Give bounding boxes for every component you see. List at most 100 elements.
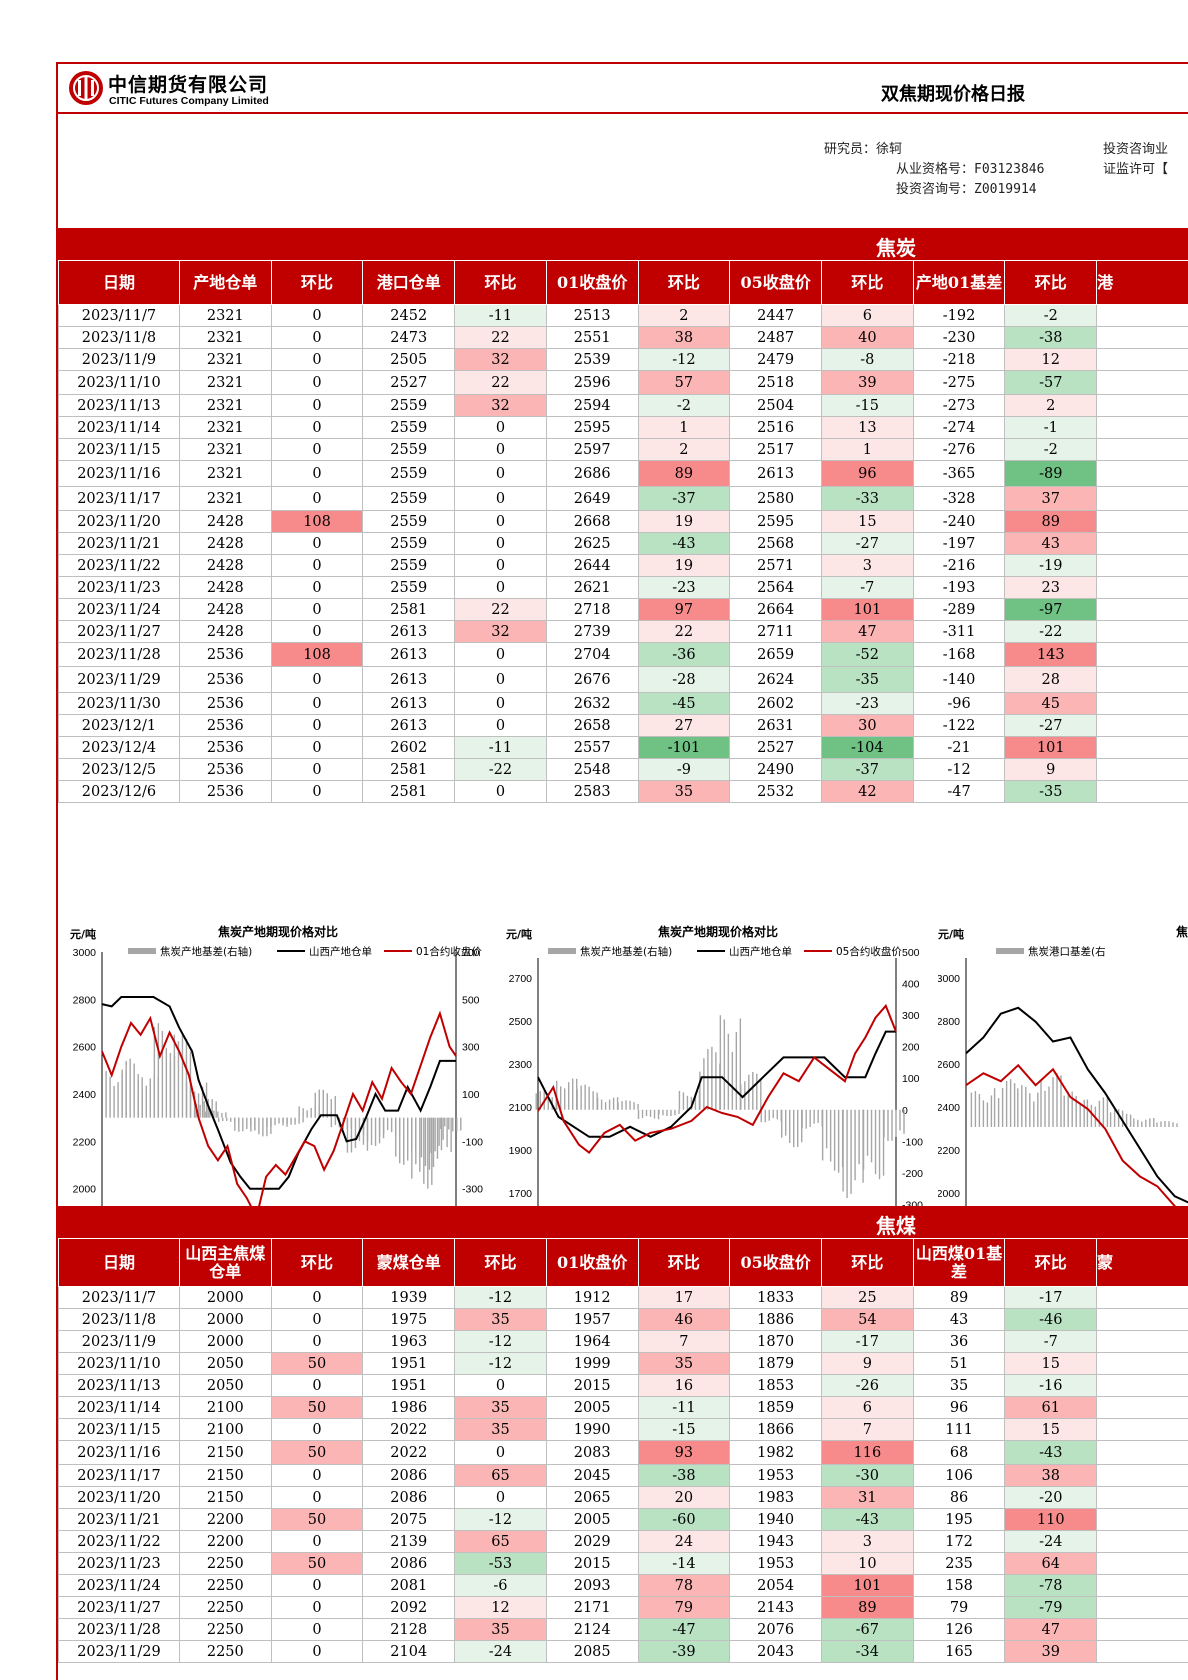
value-cell: 0 [454, 642, 547, 667]
value-cell: 108 [270, 510, 364, 533]
table-row: 2023/11/13 2321 0 2559 32 2594 -2 2504 -15 -273 2 [58, 394, 1188, 417]
truncated-cell [1096, 394, 1188, 417]
value-cell: 2075 [362, 1508, 456, 1531]
value-cell: -37 [820, 758, 914, 781]
table-row: 2023/11/14 2100 50 1986 35 2005 -11 1859 6 96 61 [58, 1396, 1188, 1419]
value-cell: -89 [1004, 460, 1098, 487]
value-cell: -19 [1004, 554, 1098, 577]
truncated-cell [1096, 666, 1188, 693]
value-cell: 2668 [545, 510, 639, 533]
value-cell: -12 [454, 1352, 547, 1375]
chart-title: 焦炭 [1175, 924, 1188, 939]
value-cell: 2621 [545, 576, 639, 599]
value-cell: 42 [820, 780, 914, 803]
value-cell: -24 [454, 1640, 547, 1663]
truncated-cell [1096, 486, 1188, 511]
value-cell: 1990 [545, 1418, 639, 1441]
value-cell: 2536 [178, 692, 272, 715]
y2-tick-label: 300 [902, 1010, 920, 1022]
value-cell: 1975 [362, 1308, 456, 1331]
value-cell: 22 [637, 620, 731, 643]
value-cell: 1859 [729, 1396, 822, 1419]
value-cell: 2504 [729, 394, 822, 417]
value-cell: 0 [454, 416, 547, 439]
value-cell: 31 [820, 1486, 914, 1509]
value-cell: 1 [820, 438, 914, 461]
legend-label: 05合约收盘价 [836, 945, 902, 958]
value-cell: 0 [270, 438, 364, 461]
value-cell: 1986 [362, 1396, 456, 1419]
value-cell: 1951 [362, 1352, 456, 1375]
date-cell: 2023/12/4 [58, 736, 180, 759]
value-cell: 1940 [729, 1508, 822, 1531]
value-cell: 2559 [362, 438, 456, 461]
truncated-cell [1096, 1440, 1188, 1465]
date-cell: 2023/11/17 [58, 1464, 180, 1487]
value-cell: 2517 [729, 438, 822, 461]
value-cell: 0 [270, 1574, 364, 1597]
value-cell: 2559 [362, 554, 456, 577]
value-cell: -218 [912, 348, 1006, 371]
value-cell: 2092 [362, 1596, 456, 1619]
value-cell: 2128 [362, 1618, 456, 1641]
value-cell: 2490 [729, 758, 822, 781]
value-cell: 2625 [545, 532, 639, 555]
value-cell: 116 [820, 1440, 914, 1465]
value-cell: 2100 [178, 1396, 272, 1419]
col-header: 01收盘价 [545, 1238, 639, 1287]
value-cell: 2571 [729, 554, 822, 577]
col-header: 05收盘价 [729, 1238, 822, 1287]
value-cell: 2527 [362, 370, 456, 395]
value-cell: 2045 [545, 1464, 639, 1487]
date-cell: 2023/11/13 [58, 394, 180, 417]
value-cell: 1983 [729, 1486, 822, 1509]
value-cell: 0 [270, 714, 364, 737]
value-cell: 0 [270, 554, 364, 577]
value-cell: 2321 [178, 326, 272, 349]
table-row: 2023/11/20 2150 0 2086 0 2065 20 1983 31 86 -20 [58, 1486, 1188, 1509]
value-cell: 0 [270, 304, 364, 327]
value-cell: 1951 [362, 1374, 456, 1397]
value-cell: 2428 [178, 598, 272, 621]
y-tick-label: 2000 [938, 1188, 960, 1200]
value-cell: 2447 [729, 304, 822, 327]
value-cell: 2250 [178, 1640, 272, 1663]
table-row: 2023/11/29 2536 0 2613 0 2676 -28 2624 -35 -140 28 [58, 666, 1188, 693]
value-cell: 2000 [178, 1286, 272, 1309]
value-cell: -197 [912, 532, 1006, 555]
value-cell: -12 [912, 758, 1006, 781]
value-cell: 22 [454, 370, 547, 395]
value-cell: -276 [912, 438, 1006, 461]
value-cell: 101 [820, 598, 914, 621]
date-cell: 2023/11/22 [58, 1530, 180, 1553]
value-cell: 2321 [178, 348, 272, 371]
value-cell: 235 [912, 1552, 1006, 1575]
value-cell: -53 [454, 1552, 547, 1575]
value-cell: 50 [270, 1352, 364, 1375]
value-cell: 2150 [178, 1440, 272, 1465]
value-cell: 0 [270, 1618, 364, 1641]
date-cell: 2023/11/7 [58, 1286, 180, 1309]
truncated-cell [1096, 370, 1188, 395]
value-cell: 2050 [178, 1374, 272, 1397]
coal-section-bar: 焦煤 [58, 1206, 1188, 1238]
value-cell: 12 [1004, 348, 1098, 371]
value-cell: 2559 [362, 394, 456, 417]
value-cell: 2143 [729, 1596, 822, 1619]
value-cell: 2624 [729, 666, 822, 693]
value-cell: 0 [270, 394, 364, 417]
company-name-en: CITIC Futures Company Limited [109, 95, 269, 107]
value-cell: 1963 [362, 1330, 456, 1353]
date-cell: 2023/11/22 [58, 554, 180, 577]
col-header: 日期 [58, 1238, 180, 1287]
value-cell: 2250 [178, 1596, 272, 1619]
value-cell: -79 [1004, 1596, 1098, 1619]
date-cell: 2023/11/21 [58, 1508, 180, 1531]
value-cell: -22 [454, 758, 547, 781]
value-cell: 2428 [178, 532, 272, 555]
value-cell: 2536 [178, 780, 272, 803]
value-cell: -274 [912, 416, 1006, 439]
value-cell: -52 [820, 642, 914, 667]
value-cell: 0 [454, 438, 547, 461]
